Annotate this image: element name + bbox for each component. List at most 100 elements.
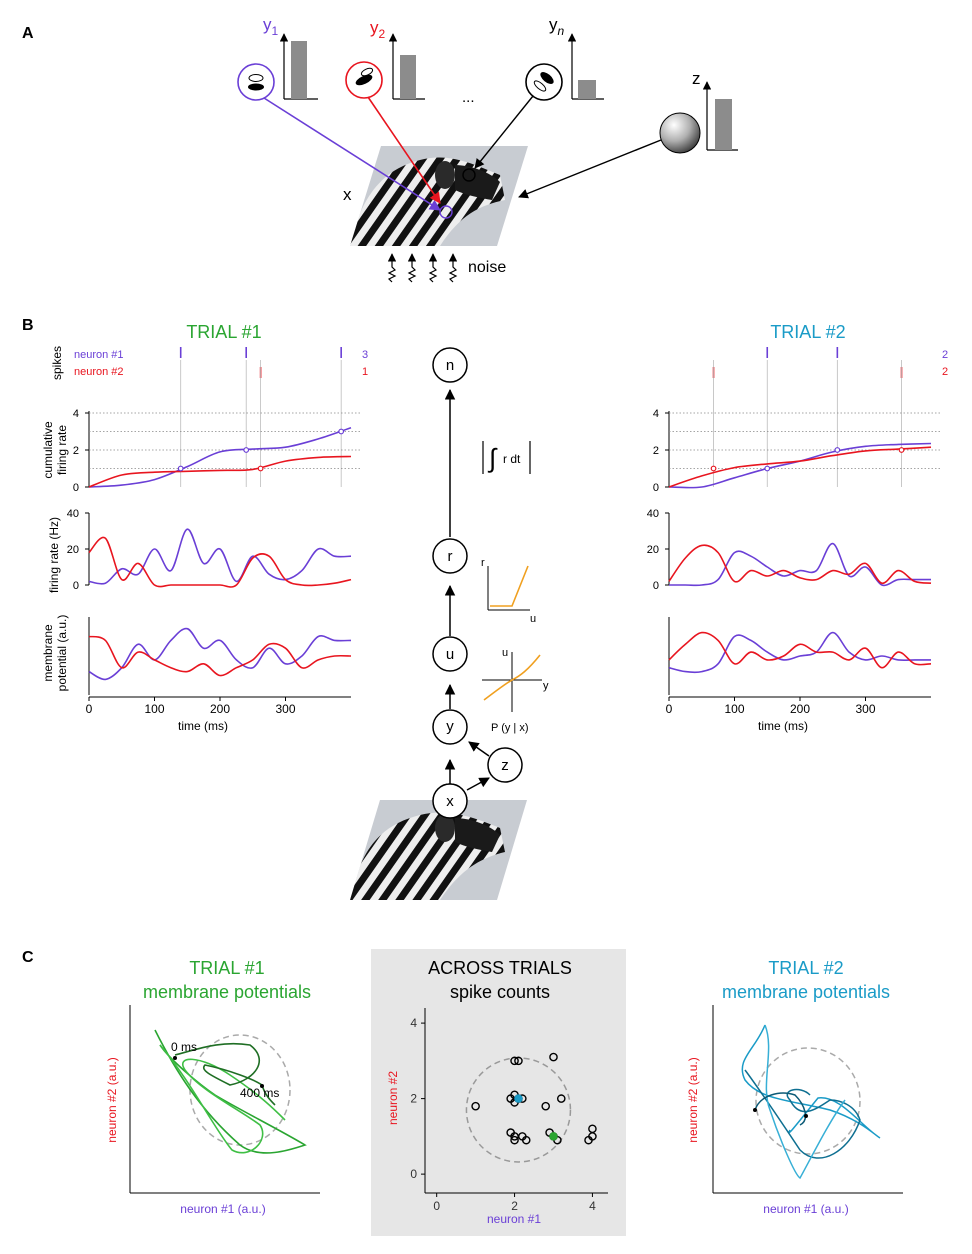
yn-filter-black-icon xyxy=(540,72,554,84)
y1-filter-black-icon xyxy=(248,83,264,91)
c-right-start-dot xyxy=(753,1108,757,1112)
inset-r-xlabel: u xyxy=(530,613,536,625)
yn-filter-white-icon xyxy=(533,80,547,92)
scatter-point-10 xyxy=(556,1094,566,1103)
trial2-count-n1: 2 xyxy=(942,349,948,361)
scatter-point-21 xyxy=(584,1135,593,1145)
integral-box: ∫ xyxy=(482,441,531,474)
panel-c-letter: C xyxy=(22,949,34,966)
spike-count-scatter: 0 0 2 2 4 4 xyxy=(410,1008,608,1213)
yn-bar xyxy=(578,80,596,99)
trial2-time-label: time (ms) xyxy=(758,719,808,733)
trial2-cum-spike-marker-2 xyxy=(710,465,717,472)
trial2-cum-spike-marker-3 xyxy=(898,447,905,453)
scatter-point-14 xyxy=(521,1135,531,1145)
z-bar xyxy=(715,99,732,150)
c-left-axes xyxy=(129,1005,320,1194)
c-right-title-1: TRIAL #2 xyxy=(768,958,843,978)
c-left-xlabel: neuron #1 (a.u.) xyxy=(180,1202,265,1216)
trial2-fr-line-2 xyxy=(668,544,932,585)
z-arrow xyxy=(518,139,662,199)
scatter-xtick-0: 0 xyxy=(433,1199,440,1213)
trial2-cum-spike-marker-1 xyxy=(834,447,841,453)
trial1-cum-spike-marker-2 xyxy=(338,428,345,435)
trial2-fr-tick-40: 40 xyxy=(647,508,659,520)
c-left-0ms: 0 ms xyxy=(171,1040,197,1054)
trial2-time-tick-200: 200 xyxy=(790,702,810,716)
trial2-title: TRIAL #2 xyxy=(770,322,845,342)
trial2-fr-tick-0: 0 xyxy=(653,580,659,592)
scatter-ytick-4: 4 xyxy=(410,1016,417,1030)
zebra-image xyxy=(350,146,528,246)
trial1-count-n2: 1 xyxy=(362,366,368,378)
inset-u-xlabel: y xyxy=(543,680,549,692)
trial1-cum-spike-marker-0 xyxy=(177,465,184,472)
trial1-cum-tick-2: 2 xyxy=(73,445,79,457)
trial2-fr-tick-20: 20 xyxy=(647,544,659,556)
trial1-fr-line-2 xyxy=(88,536,352,588)
x-label: x xyxy=(343,185,352,204)
c-left-start-dot xyxy=(173,1056,177,1060)
c-left-400ms: 400 ms xyxy=(240,1086,279,1100)
integral-text: r dt xyxy=(503,452,521,466)
membrane-label: membranepotential (a.u.) xyxy=(41,615,69,692)
trial2-count-n2: 2 xyxy=(942,366,948,378)
y1-arrow xyxy=(263,97,441,211)
trial1-fr-tick-20: 20 xyxy=(67,544,79,556)
z-sphere xyxy=(659,112,701,154)
graphical-model xyxy=(444,388,490,791)
node-x-overlay-label: x xyxy=(446,793,454,810)
trial1-time-label: time (ms) xyxy=(178,719,228,733)
node-y-label: y xyxy=(446,718,454,735)
scatter-point-2 xyxy=(514,1056,523,1066)
c-right-trajectory xyxy=(741,1024,881,1180)
y2-receptive-field xyxy=(345,61,383,99)
c-mid-title-2: spike counts xyxy=(450,982,550,1002)
trial1-cum-line-2 xyxy=(88,455,352,488)
yn-arrow xyxy=(474,95,534,169)
svg-text:∫: ∫ xyxy=(487,443,498,473)
panel-b-letter: B xyxy=(22,317,34,334)
y2-filter-black-icon xyxy=(355,74,373,86)
trial1-mem-line-2 xyxy=(88,635,352,677)
z-label: z xyxy=(692,69,701,88)
y2-arrow xyxy=(367,96,441,204)
trial2-cum-tick-2: 2 xyxy=(653,445,659,457)
c-mid-ylabel: neuron #2 xyxy=(386,1071,400,1125)
y1-receptive-field xyxy=(237,63,275,101)
scatter-point-9 xyxy=(541,1101,551,1111)
trial1-fr-line-1 xyxy=(88,528,352,585)
c-right-end-dot xyxy=(804,1114,808,1118)
zebra-image-model xyxy=(350,800,527,900)
pyx-label: P (y | x) xyxy=(491,722,529,734)
noise-arrows xyxy=(387,253,458,283)
inset-r-of-u xyxy=(487,565,530,611)
trial2-cum-line-2 xyxy=(668,446,932,488)
firing-rate-label: firing rate (Hz) xyxy=(47,517,61,593)
trial1-count-n1: 3 xyxy=(362,349,368,361)
yn-label: yn xyxy=(549,15,565,38)
scatter-point-15 xyxy=(510,1135,519,1145)
node-x-overlay xyxy=(432,783,468,819)
scatter-ytick-0: 0 xyxy=(410,1167,417,1181)
node-r xyxy=(432,538,468,574)
c-right-covariance xyxy=(755,1047,861,1155)
inset-r-ylabel: r xyxy=(481,557,485,569)
yn-rf-marker xyxy=(462,168,476,182)
c-left-trajectory xyxy=(154,1029,307,1154)
yn-receptive-field xyxy=(525,63,563,101)
node-u xyxy=(432,636,468,672)
trial1-mem-line-1 xyxy=(88,627,352,681)
c-left-end-dot xyxy=(260,1084,264,1088)
y2-label: y2 xyxy=(370,18,386,41)
y1-label: y1 xyxy=(263,15,279,38)
trial2-cum-tick-0: 0 xyxy=(653,482,659,494)
ellipsis: ... xyxy=(462,89,475,106)
c-left-ylabel: neuron #2 (a.u.) xyxy=(105,1057,119,1142)
y2-bar xyxy=(400,55,416,99)
trial2-mem-line-1 xyxy=(668,631,931,674)
y2-filter-white-icon xyxy=(360,67,374,77)
trial1-cum-tick-4: 4 xyxy=(73,408,79,420)
